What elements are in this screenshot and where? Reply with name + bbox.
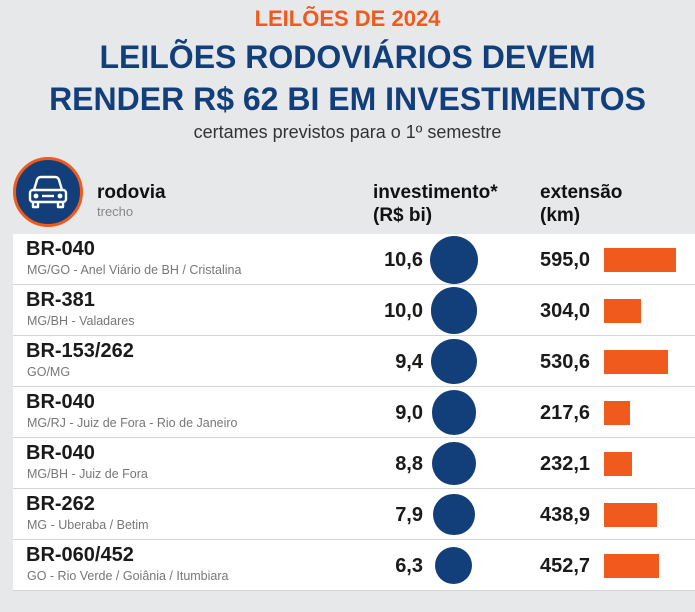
table-row: BR-040 MG/RJ - Juiz de Fora - Rio de Jane… <box>13 387 695 438</box>
col-header-length-line2: (km) <box>540 205 581 226</box>
investment-bubble <box>431 390 477 435</box>
investment-bubble <box>430 235 478 284</box>
table-body: BR-040 MG/GO - Anel Viário de BH / Crista… <box>13 234 695 591</box>
page-title: LEILÕES RODOVIÁRIOS DEVEM RENDER R$ 62 B… <box>0 36 695 120</box>
road-stretch: MG - Uberaba / Betim <box>27 518 149 532</box>
table-row: BR-040 MG/BH - Juiz de Fora 8,8 232,1 <box>13 438 695 489</box>
road-name: BR-262 <box>26 493 95 515</box>
investment-value: 6,3 <box>395 555 423 577</box>
road-name: BR-381 <box>26 289 95 311</box>
length-value: 530,6 <box>540 351 591 373</box>
kicker: LEILÕES DE 2024 <box>254 6 441 31</box>
col-header-road: rodovia <box>97 182 166 203</box>
length-bar <box>604 350 669 374</box>
length-bar <box>604 401 631 425</box>
col-header-road-sub: trecho <box>97 204 134 219</box>
road-stretch: GO - Rio Verde / Goiânia / Itumbiara <box>27 569 229 583</box>
road-name: BR-040 <box>26 391 95 413</box>
title-line-1: LEILÕES RODOVIÁRIOS DEVEM <box>99 39 596 75</box>
length-value: 452,7 <box>540 555 591 577</box>
investment-value: 8,8 <box>395 453 423 475</box>
length-value: 595,0 <box>540 249 591 271</box>
table-row: BR-060/452 GO - Rio Verde / Goiânia / Itu… <box>13 540 695 591</box>
col-header-length-line1: extensão <box>540 182 623 203</box>
investment-value: 7,9 <box>395 504 423 526</box>
investment-value: 10,0 <box>384 300 423 322</box>
investment-bubble <box>433 493 475 536</box>
road-stretch: MG/BH - Juiz de Fora <box>27 467 148 481</box>
col-header-investment-line1: investimento* <box>373 182 498 203</box>
length-value: 232,1 <box>540 453 591 475</box>
col-header-investment-line2: (R$ bi) <box>373 205 433 226</box>
table-row: BR-381 MG/BH - Valadares 10,0 304,0 <box>13 285 695 336</box>
length-value: 304,0 <box>540 300 591 322</box>
length-bar <box>604 452 633 476</box>
table-row: BR-153/262 GO/MG 9,4 530,6 <box>13 336 695 387</box>
road-name: BR-040 <box>26 442 95 464</box>
col-header-length: extensão (km) <box>540 181 622 227</box>
title-line-2: RENDER R$ 62 BI EM INVESTIMENTOS <box>49 81 646 117</box>
investment-value: 9,0 <box>395 402 423 424</box>
subtitle: certames previstos para o 1º semestre <box>193 122 502 142</box>
road-name: BR-060/452 <box>26 544 134 566</box>
investment-bubble <box>435 546 473 584</box>
road-name: BR-040 <box>26 238 95 260</box>
road-stretch: MG/GO - Anel Viário de BH / Cristalina <box>27 263 242 277</box>
investment-value: 9,4 <box>395 351 423 373</box>
length-value: 438,9 <box>540 504 591 526</box>
length-bar <box>604 248 676 272</box>
investment-bubble <box>432 441 476 486</box>
table-row: BR-262 MG - Uberaba / Betim 7,9 438,9 <box>13 489 695 540</box>
road-stretch: GO/MG <box>27 365 71 379</box>
col-header-investment: investimento* (R$ bi) <box>373 181 498 227</box>
road-stretch: MG/RJ - Juiz de Fora - Rio de Janeiro <box>27 416 238 430</box>
length-bar <box>604 554 659 578</box>
length-bar <box>604 503 658 527</box>
road-stretch: MG/BH - Valadares <box>27 314 135 328</box>
length-value: 217,6 <box>540 402 591 424</box>
car-icon <box>13 157 83 227</box>
length-bar <box>604 299 641 323</box>
table-row: BR-040 MG/GO - Anel Viário de BH / Crista… <box>13 234 695 285</box>
investment-value: 10,6 <box>384 249 423 271</box>
investment-bubble <box>431 338 477 385</box>
road-name: BR-153/262 <box>26 340 134 362</box>
investment-bubble <box>430 287 478 334</box>
